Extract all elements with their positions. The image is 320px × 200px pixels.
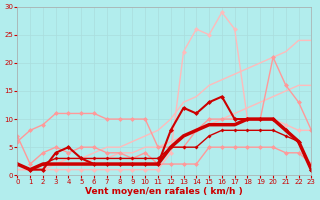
X-axis label: Vent moyen/en rafales ( km/h ): Vent moyen/en rafales ( km/h ) (85, 187, 243, 196)
